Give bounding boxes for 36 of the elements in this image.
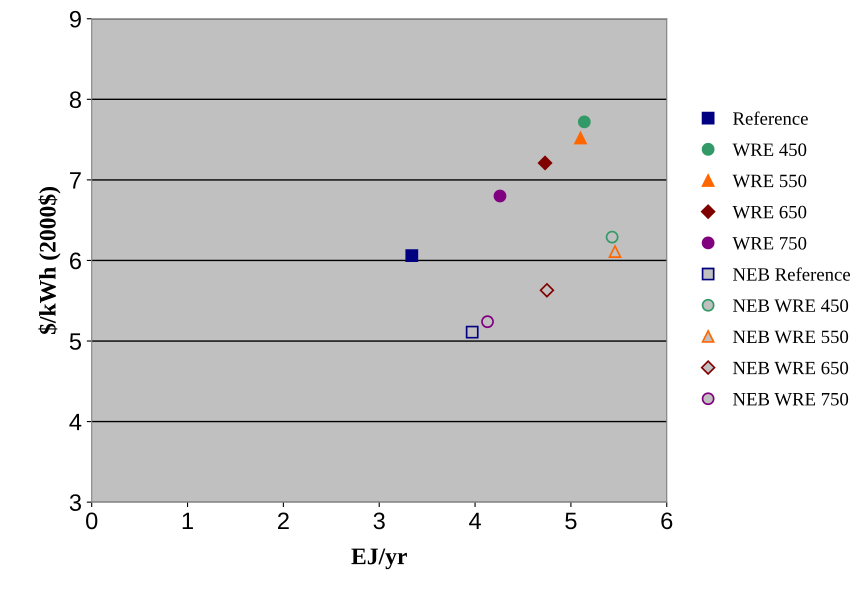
point	[608, 245, 622, 258]
point	[540, 283, 554, 298]
legend-label: WRE 550	[732, 174, 806, 188]
legend-label: NEB Reference	[733, 267, 850, 281]
point	[578, 115, 591, 128]
legend-label: WRE 450	[732, 143, 806, 156]
legend-label: Reference	[733, 112, 808, 125]
legend-label: NEB WRE 650	[733, 362, 848, 374]
x-tick-label: 1	[182, 512, 193, 529]
y-tick-label: 9	[70, 10, 81, 28]
x-tick-label: 0	[86, 512, 98, 530]
point	[606, 230, 619, 244]
point	[574, 132, 587, 144]
legend-label: WRE 650	[732, 206, 806, 219]
legend-label: NEB WRE 550	[733, 330, 848, 344]
legend-label: WRE 750	[732, 236, 806, 250]
x-tick-label: 3	[374, 512, 385, 530]
x-tick-label: 5	[565, 512, 576, 530]
y-tick-label: 5	[70, 333, 81, 350]
point	[538, 156, 552, 170]
y-tick-label: 6	[70, 252, 81, 270]
x-tick-label: 2	[278, 512, 289, 529]
y-tick-label: 4	[69, 414, 82, 430]
point	[494, 190, 506, 202]
x-tick-label: 6	[661, 512, 672, 530]
legend-label: NEB WRE 750	[733, 392, 848, 406]
y-tick-label: 3	[70, 494, 81, 511]
x-tick-label: 4	[469, 512, 481, 529]
point	[405, 249, 418, 262]
point	[466, 326, 479, 339]
legend-label: NEB WRE 450	[733, 299, 848, 312]
y-tick-label: 8	[70, 91, 81, 108]
point	[481, 315, 494, 328]
y-axis-title: $/kWh (2000$)	[38, 187, 61, 334]
x-axis-title: EJ/yr	[351, 548, 407, 570]
y-tick-label: 7	[70, 172, 81, 188]
